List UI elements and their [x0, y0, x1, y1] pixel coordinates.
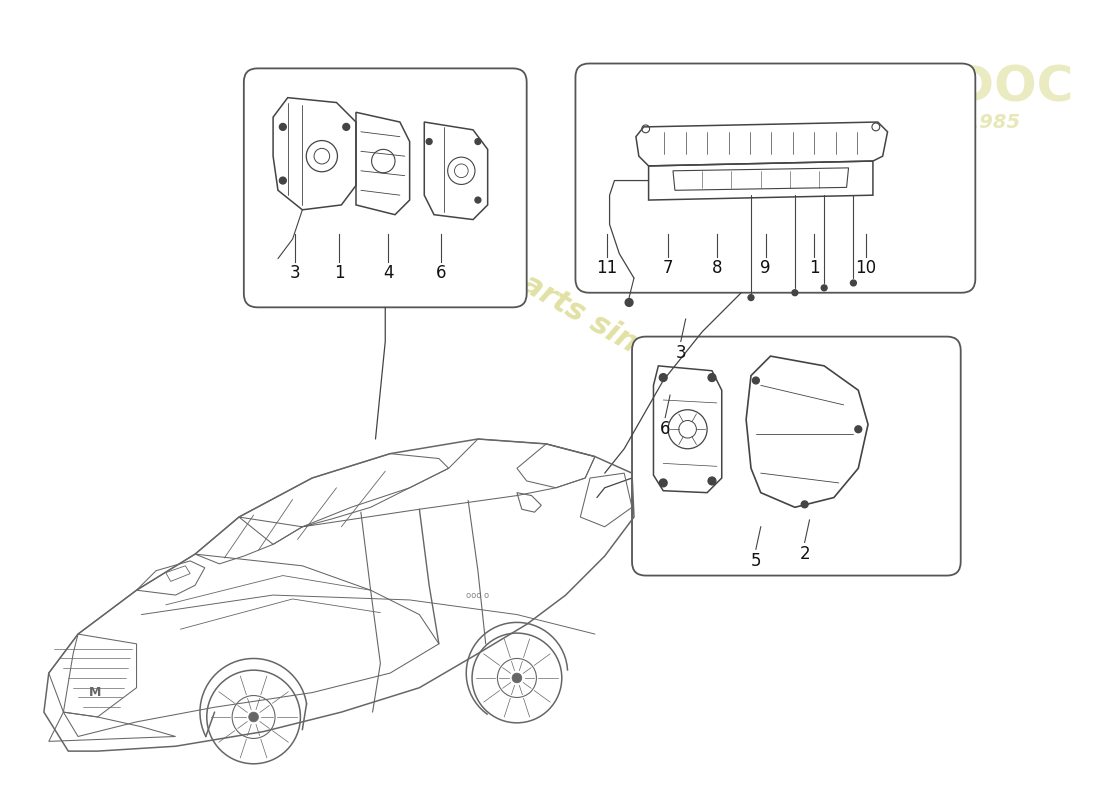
- Circle shape: [708, 374, 716, 382]
- Text: ooo o: ooo o: [466, 590, 490, 599]
- FancyBboxPatch shape: [244, 68, 527, 307]
- Circle shape: [855, 426, 861, 433]
- Circle shape: [792, 290, 798, 296]
- Text: 7: 7: [663, 259, 673, 278]
- Text: 11: 11: [596, 259, 617, 278]
- Circle shape: [659, 374, 667, 382]
- Text: 10: 10: [856, 259, 877, 278]
- Text: a passion for parts since 1985: a passion for parts since 1985: [295, 141, 759, 426]
- Circle shape: [475, 138, 481, 145]
- Text: 8: 8: [712, 259, 722, 278]
- FancyBboxPatch shape: [632, 337, 960, 575]
- Circle shape: [659, 479, 667, 487]
- Text: 2: 2: [800, 545, 810, 563]
- Circle shape: [279, 123, 286, 130]
- Text: 4: 4: [383, 264, 394, 282]
- Text: 6: 6: [436, 264, 447, 282]
- Circle shape: [249, 712, 258, 722]
- Circle shape: [850, 280, 856, 286]
- Circle shape: [708, 477, 716, 485]
- Text: 5: 5: [750, 552, 761, 570]
- Text: since 1985: since 1985: [902, 113, 1020, 131]
- Text: 1: 1: [810, 259, 820, 278]
- FancyBboxPatch shape: [575, 63, 976, 293]
- Text: 3: 3: [675, 344, 686, 362]
- Circle shape: [279, 177, 286, 184]
- Circle shape: [475, 197, 481, 203]
- Text: 9: 9: [760, 259, 771, 278]
- Circle shape: [752, 377, 759, 384]
- Text: AUTODOC: AUTODOC: [799, 64, 1074, 112]
- Text: 6: 6: [660, 420, 670, 438]
- Circle shape: [748, 294, 754, 301]
- Text: 1: 1: [334, 264, 344, 282]
- Circle shape: [426, 138, 432, 145]
- Text: 3: 3: [289, 264, 300, 282]
- Circle shape: [801, 501, 808, 508]
- Circle shape: [343, 123, 350, 130]
- Text: M: M: [88, 686, 101, 699]
- Circle shape: [822, 285, 827, 290]
- Circle shape: [625, 298, 632, 306]
- Circle shape: [512, 673, 521, 683]
